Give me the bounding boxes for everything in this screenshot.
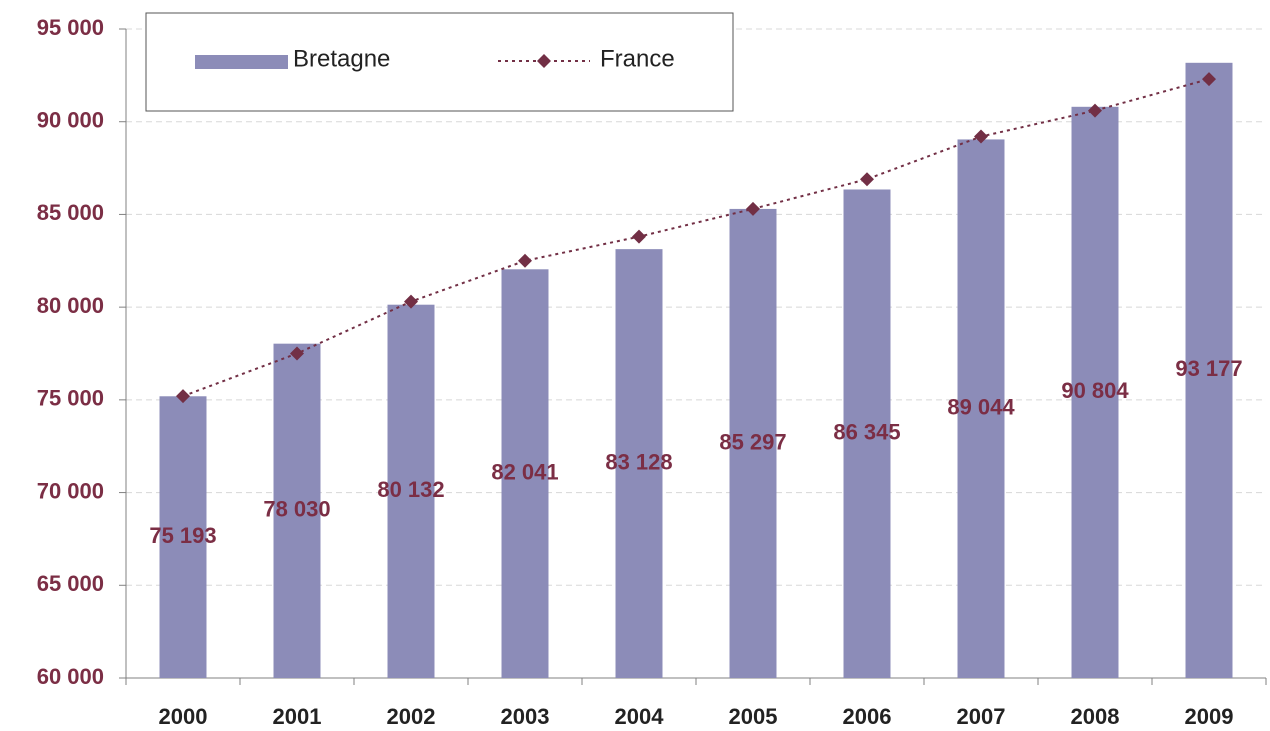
bar <box>843 189 891 678</box>
x-tick-label: 2003 <box>501 704 550 729</box>
marker <box>860 172 874 187</box>
bar <box>1071 106 1119 678</box>
line <box>182 78 1210 398</box>
marker <box>1088 103 1102 118</box>
marker <box>404 294 418 309</box>
x-tick-label: 2006 <box>843 704 892 729</box>
legend-marker <box>537 54 551 68</box>
legend-swatch <box>195 55 288 69</box>
x-tick-label: 2007 <box>957 704 1006 729</box>
bar <box>159 396 207 678</box>
data-label: 86 345 <box>833 420 900 445</box>
bar <box>273 343 321 678</box>
bar <box>729 208 777 679</box>
marker <box>518 253 532 268</box>
marker <box>290 346 304 361</box>
data-label: 82 041 <box>491 459 558 484</box>
legend-label: France <box>600 45 675 72</box>
data-label: 89 044 <box>947 395 1015 420</box>
data-label: 90 804 <box>1061 378 1129 403</box>
x-tick-label: 2000 <box>159 704 208 729</box>
x-tick-label: 2005 <box>729 704 778 729</box>
data-label: 83 128 <box>605 449 672 474</box>
marker <box>974 129 988 144</box>
y-tick-label: 80 000 <box>37 293 104 318</box>
y-tick-label: 95 000 <box>37 15 104 40</box>
data-label: 75 193 <box>149 523 216 548</box>
marker <box>746 201 760 216</box>
y-tick-label: 75 000 <box>37 386 104 411</box>
x-tick-label: 2001 <box>273 704 322 729</box>
x-tick-label: 2008 <box>1071 704 1120 729</box>
data-label: 93 177 <box>1175 356 1242 381</box>
y-tick-label: 60 000 <box>37 664 104 689</box>
data-label: 85 297 <box>719 429 786 454</box>
legend-label: Bretagne <box>293 45 390 72</box>
x-tick-label: 2004 <box>615 704 665 729</box>
y-tick-label: 85 000 <box>37 200 104 225</box>
data-label: 80 132 <box>377 477 444 502</box>
data-label: 78 030 <box>263 497 330 522</box>
marker <box>176 389 190 404</box>
bar <box>387 304 435 678</box>
y-tick-label: 70 000 <box>37 478 104 503</box>
marker <box>632 229 646 244</box>
bar <box>1185 62 1233 678</box>
x-tick-label: 2002 <box>387 704 436 729</box>
x-tick-label: 2009 <box>1185 704 1234 729</box>
y-tick-label: 90 000 <box>37 108 104 133</box>
bar <box>501 269 549 678</box>
bar <box>957 139 1005 678</box>
y-tick-label: 65 000 <box>37 571 104 596</box>
marker <box>1202 72 1216 87</box>
bar <box>615 249 663 678</box>
